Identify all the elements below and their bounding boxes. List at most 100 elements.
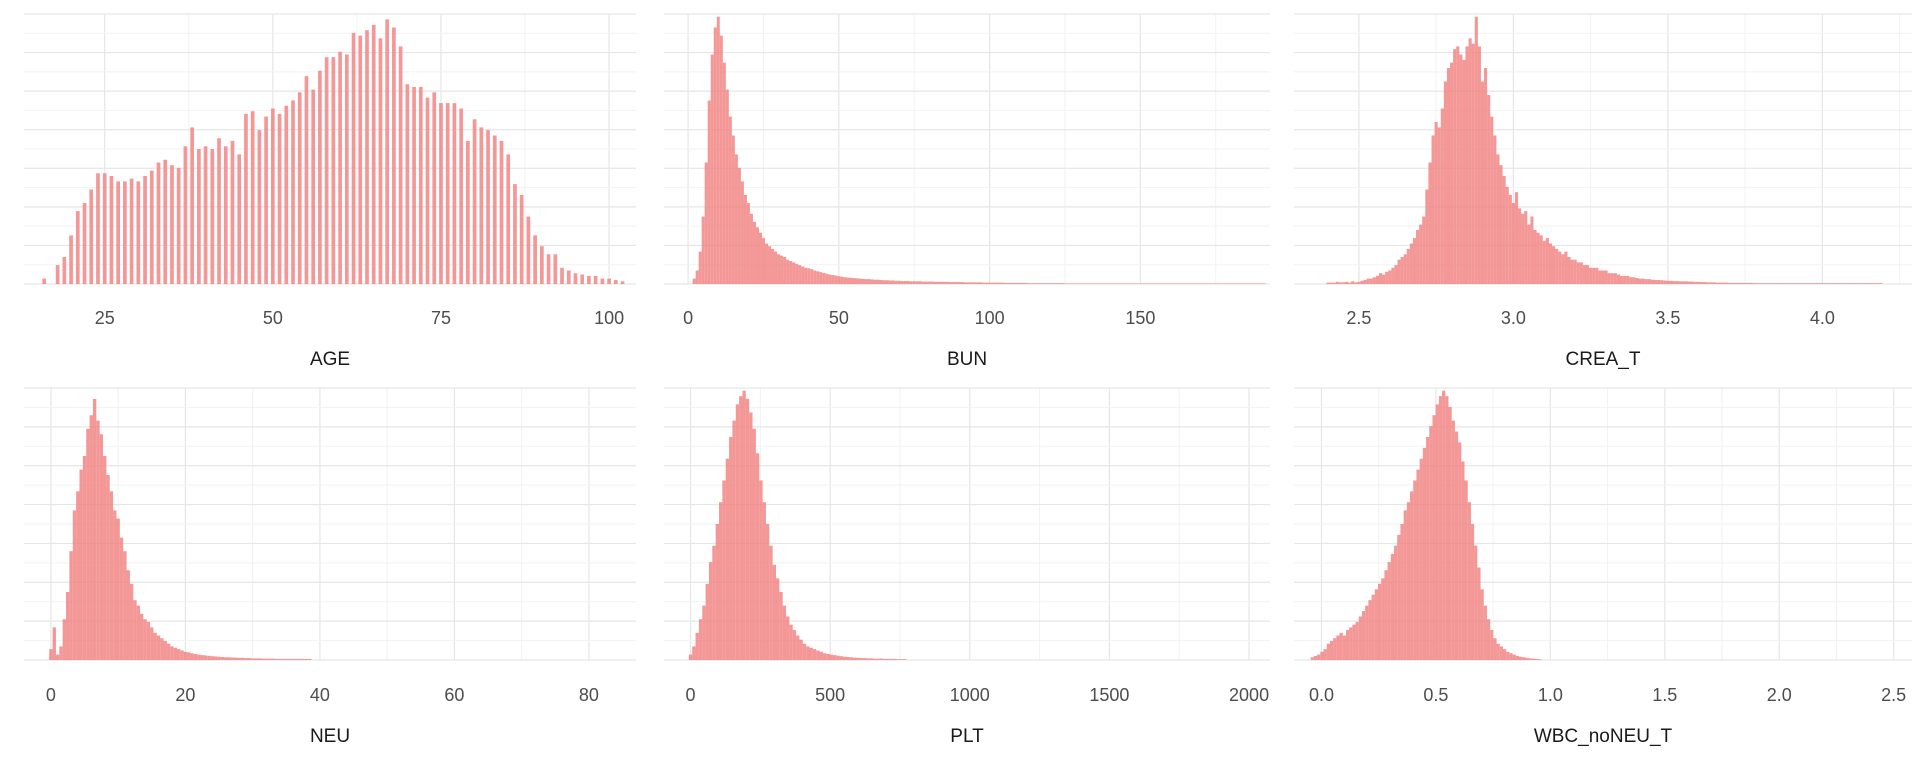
bar [1854, 283, 1858, 284]
bar [963, 282, 967, 284]
bar [1232, 283, 1236, 284]
bar [1502, 176, 1506, 284]
bar [1638, 278, 1642, 284]
bar [1348, 282, 1352, 284]
bar [912, 281, 916, 284]
bar [734, 154, 738, 284]
bar [1320, 651, 1324, 660]
bar [1338, 282, 1342, 284]
bar [846, 657, 850, 660]
bar [1422, 447, 1427, 660]
bar [143, 176, 147, 284]
bar [1150, 283, 1154, 284]
bar [1487, 95, 1491, 284]
bar [1721, 282, 1726, 284]
bar [1434, 122, 1438, 284]
bar [1093, 283, 1097, 284]
bar [876, 658, 880, 660]
bar [190, 653, 194, 660]
bar [1521, 213, 1525, 284]
bar [796, 635, 800, 660]
bar [1626, 275, 1630, 284]
bar [1313, 655, 1318, 660]
bar [903, 281, 907, 284]
bar [789, 624, 793, 660]
bar [933, 281, 937, 284]
x-tick-label: 50 [263, 308, 283, 328]
bar [1021, 282, 1025, 284]
bar [1505, 186, 1509, 284]
bar [1361, 611, 1366, 660]
bar [109, 491, 114, 660]
bar [1235, 283, 1239, 284]
gridlines [24, 387, 636, 661]
bar [1576, 262, 1580, 284]
bar [832, 655, 837, 660]
bar [1876, 283, 1880, 284]
bar [99, 434, 104, 660]
bar [257, 130, 262, 284]
bar [472, 119, 477, 284]
bar [799, 639, 803, 660]
bar [445, 103, 450, 284]
bar [1861, 283, 1865, 284]
bar [1323, 649, 1327, 660]
bar [412, 86, 416, 285]
bar [1310, 657, 1314, 660]
bar [1548, 243, 1553, 284]
bar [425, 97, 430, 284]
bar [1033, 283, 1037, 284]
bar [1051, 283, 1055, 284]
bar [765, 524, 770, 660]
bar [1413, 480, 1417, 660]
bar [1153, 283, 1157, 284]
bar [1169, 283, 1173, 284]
bar [1329, 282, 1333, 284]
bar [166, 643, 171, 660]
bar [1262, 283, 1266, 284]
bar [1647, 279, 1651, 284]
bar [183, 146, 188, 284]
bar [1341, 282, 1345, 284]
bar [1499, 165, 1503, 284]
bar [1706, 282, 1710, 284]
bar [802, 643, 807, 660]
bar [867, 279, 871, 284]
bar [1451, 420, 1455, 660]
bar [973, 282, 977, 284]
bar [1220, 283, 1224, 284]
bars-neu [49, 398, 312, 660]
x-tick-labels: 0 20 40 60 80 [46, 685, 599, 705]
bar [254, 658, 258, 660]
bar [76, 491, 80, 660]
bar [1162, 283, 1166, 284]
bar [1857, 283, 1862, 284]
bar [291, 100, 295, 285]
bar [1426, 436, 1430, 660]
bar [86, 428, 90, 660]
bar [294, 658, 299, 660]
bar [1384, 570, 1388, 660]
bars-crea-t [1326, 16, 1883, 285]
bar [1601, 270, 1605, 284]
bar [1159, 283, 1163, 284]
bar [1135, 283, 1139, 284]
bar [129, 178, 134, 284]
bar [1425, 189, 1429, 284]
bar [123, 551, 127, 660]
bar [1126, 283, 1130, 284]
x-tick-label: 500 [815, 685, 845, 705]
bar [1205, 283, 1209, 284]
bar [1428, 162, 1432, 284]
x-tick-label: 3.0 [1501, 308, 1526, 328]
bar [695, 270, 699, 284]
bar [1867, 283, 1871, 284]
bar [331, 57, 336, 285]
bar [1805, 283, 1809, 284]
bar [146, 621, 151, 660]
bar [378, 38, 383, 284]
bar [1539, 235, 1543, 284]
bar [1833, 283, 1837, 284]
bar [1709, 282, 1713, 284]
bar [885, 280, 889, 284]
